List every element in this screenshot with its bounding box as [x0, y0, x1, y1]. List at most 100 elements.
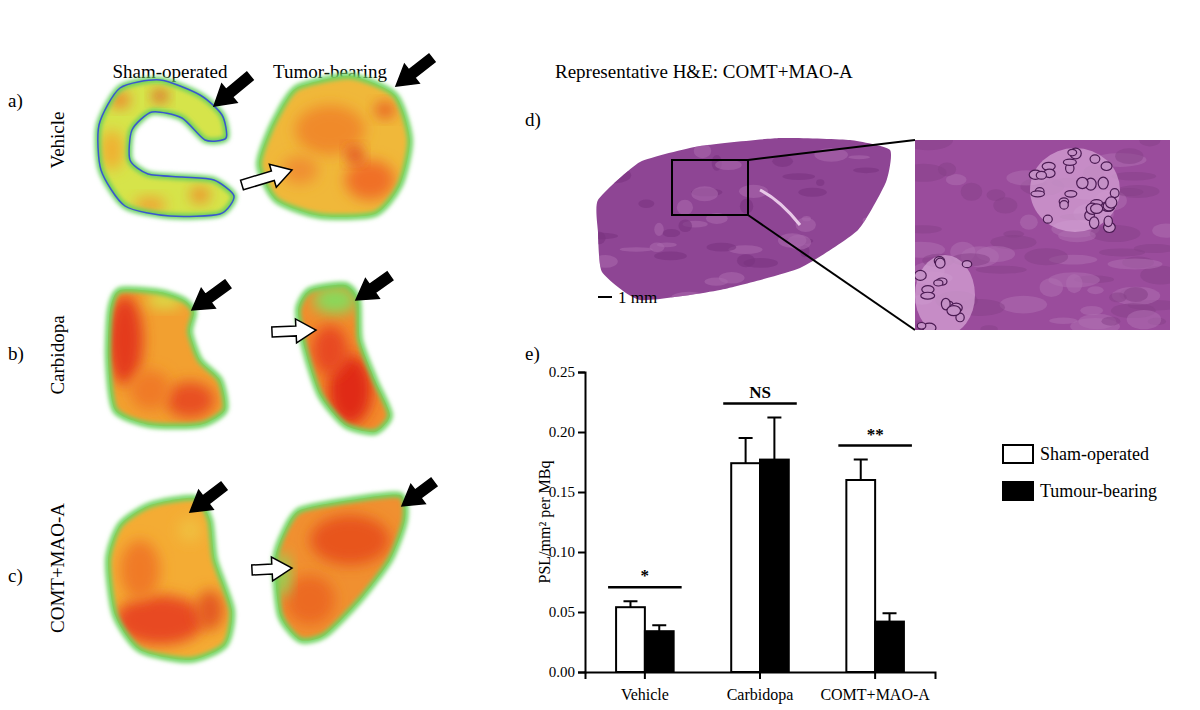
tissue-texture: [876, 201, 898, 216]
tumor-cell: [1101, 162, 1112, 171]
tissue-texture: [691, 186, 718, 201]
zoom-texture: [1139, 140, 1160, 146]
tumor-cell: [1063, 159, 1076, 165]
panel-letter: b): [8, 343, 24, 365]
tumor-cell: [1091, 204, 1103, 214]
tumor-region: [1030, 148, 1120, 232]
x-tick: Vehicle: [621, 672, 669, 703]
tumor-cell: [1043, 215, 1052, 223]
tissue-texture: [678, 219, 692, 232]
zoom-texture: [961, 183, 983, 201]
zoom-texture: [1024, 248, 1068, 265]
tumor-cell: [1077, 177, 1088, 188]
x-tick-mark: [759, 672, 761, 679]
zoom-texture: [1152, 223, 1170, 237]
tumor-region: [915, 255, 975, 330]
x-tick: Carbidopa: [727, 672, 794, 704]
signal-spot: [178, 518, 202, 542]
autoradiograph: [274, 494, 406, 640]
arrow-black: [402, 478, 437, 506]
tissue-fill: [108, 498, 232, 660]
y-tick-label: 0.20: [549, 424, 575, 440]
y-tick-label: 0.25: [549, 364, 575, 380]
zoom-texture: [1101, 317, 1120, 326]
signal-spot: [196, 590, 224, 630]
error-bar: [739, 438, 753, 463]
tumor-cell: [917, 323, 926, 330]
tissue-texture: [654, 251, 687, 260]
tissue-texture: [650, 243, 665, 252]
y-tick: 0.10: [549, 544, 585, 560]
tumor-cell: [1110, 189, 1119, 198]
y-tick: 0.05: [549, 604, 585, 620]
tumor-cell: [1106, 197, 1117, 208]
tissue-texture: [590, 284, 606, 291]
tumor-cell: [921, 292, 935, 299]
zoom-texture: [1127, 310, 1161, 329]
signal-spot: [285, 575, 335, 625]
y-tick: 0.25: [549, 364, 585, 380]
row-label: Carbidopa: [47, 315, 68, 395]
tumor-cell: [1036, 171, 1046, 179]
tissue-texture: [654, 223, 663, 236]
y-axis-line: [578, 373, 586, 673]
tissue-texture: [620, 247, 653, 251]
tumor-cell: [1090, 155, 1100, 163]
zoom-texture: [1066, 274, 1083, 293]
zoom-texture: [986, 189, 1005, 201]
tissue-fill: [108, 289, 226, 426]
tumor-cell: [962, 261, 971, 268]
tissue-texture: [780, 280, 789, 295]
row-label: COMT+MAO-A: [47, 503, 68, 633]
legend-label: Tumour-bearing: [1040, 481, 1157, 501]
x-tick-label: COMT+MAO-A: [820, 686, 930, 703]
tumor-cell: [935, 258, 945, 268]
significance-line: [838, 444, 912, 447]
y-axis: 0.000.050.100.150.200.25: [549, 364, 586, 680]
x-tick-mark: [874, 672, 876, 679]
bar: [731, 463, 760, 672]
tissue-texture: [593, 255, 618, 268]
signal-spot: [312, 325, 348, 375]
panel-letter: e): [525, 343, 540, 365]
tissue-texture: [638, 200, 654, 208]
scale-bar: [598, 296, 612, 298]
legend-label: Sham-operated: [1040, 444, 1149, 464]
plot-area: [616, 418, 904, 672]
tissue-texture: [862, 264, 873, 274]
zoom-texture: [1020, 215, 1038, 230]
y-tick: 0.00: [549, 664, 585, 680]
tumor-cell: [915, 270, 926, 280]
tissue-edge: [298, 285, 390, 432]
tissue-texture: [848, 155, 870, 159]
tumor-cell: [947, 306, 961, 316]
zoom-texture: [915, 140, 953, 150]
panel-letter: d): [525, 109, 541, 131]
tumor-cell: [1068, 149, 1077, 156]
tissue-fill: [275, 494, 406, 640]
tissue-texture: [853, 168, 879, 174]
tissue-texture: [707, 243, 737, 252]
y-tick-mark: [578, 432, 585, 434]
arrow-black: [356, 272, 393, 300]
tissue-texture: [704, 278, 728, 286]
tumor-cell: [1060, 201, 1069, 209]
y-tick-mark: [578, 672, 585, 674]
legend-swatch: [1003, 445, 1033, 463]
x-tick-label: Vehicle: [621, 686, 669, 703]
column-header: Sham-operated: [112, 61, 228, 82]
signal-spot: [190, 187, 210, 203]
significance-label: **: [867, 425, 884, 444]
bar: [645, 631, 674, 672]
tissue-texture: [640, 145, 656, 157]
tumor-cell: [1104, 216, 1112, 227]
y-axis-title: PSL/mm² per MBq: [536, 460, 554, 583]
tissue-texture: [604, 157, 614, 162]
autoradiograph: [108, 498, 232, 660]
signal-spot: [347, 147, 363, 163]
zoom-texture: [1124, 287, 1148, 302]
row-label: Vehicle: [47, 112, 68, 169]
significance-line: [723, 402, 797, 405]
tissue-texture: [867, 226, 894, 233]
legend-swatch: [1003, 482, 1033, 500]
